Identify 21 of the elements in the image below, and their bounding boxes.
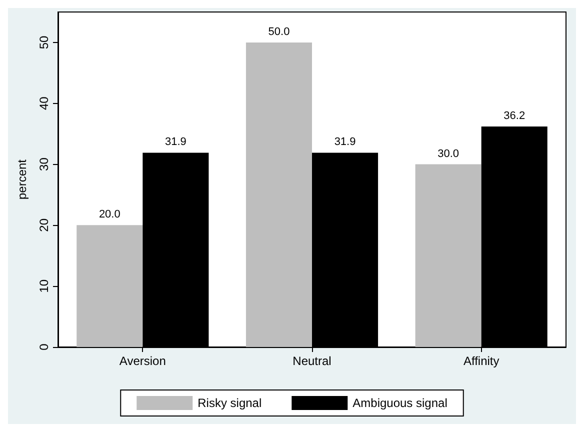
data-label: 36.2 (504, 110, 526, 122)
y-axis-title: percent (15, 158, 29, 200)
y-tick-label: 10 (37, 279, 51, 293)
bar (415, 164, 482, 347)
y-tick-label: 0 (37, 343, 51, 350)
data-label: 20.0 (98, 208, 120, 221)
y-tick-label: 30 (37, 157, 51, 171)
legend-label: Risky signal (198, 396, 262, 410)
y-tick-label: 20 (37, 218, 51, 232)
bar (246, 42, 312, 347)
x-tick-label: Neutral (292, 354, 332, 368)
data-label: 31.9 (164, 136, 186, 148)
data-label: 31.9 (334, 136, 356, 148)
legend-label: Ambiguous signal (352, 396, 448, 410)
x-tick-label: Aversion (119, 354, 166, 368)
data-label: 50.0 (268, 26, 290, 38)
data-label: 30.0 (438, 148, 460, 160)
y-tick-label: 40 (37, 96, 51, 110)
bar (76, 225, 143, 347)
x-tick-label: Affinity (463, 354, 500, 368)
y-tick-label: 50 (37, 35, 51, 50)
